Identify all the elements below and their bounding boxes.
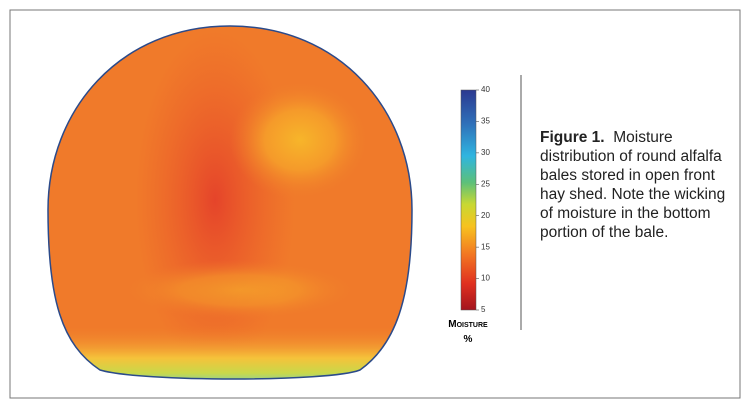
tick-label: 20 xyxy=(481,211,490,220)
tick-label: 35 xyxy=(481,117,490,126)
colorbar-label: Moisture xyxy=(448,319,488,330)
caption: Figure 1. Moisture distribution of round… xyxy=(540,128,735,242)
frame xyxy=(9,9,741,399)
tick-label: 25 xyxy=(481,179,490,188)
bale-outline xyxy=(47,25,413,380)
contour-plot xyxy=(48,26,412,379)
caption-text: Moisture distribution of round alfalfa b… xyxy=(540,129,726,241)
tick-label: 10 xyxy=(481,274,490,283)
tick-label: 40 xyxy=(481,85,490,94)
colorbar xyxy=(460,89,477,311)
tick-label: 5 xyxy=(481,305,486,314)
tick-label: 30 xyxy=(481,148,490,157)
caption-label: Figure 1. xyxy=(540,129,605,146)
tick-label: 15 xyxy=(481,242,490,251)
colorbar-unit: % xyxy=(464,334,473,345)
